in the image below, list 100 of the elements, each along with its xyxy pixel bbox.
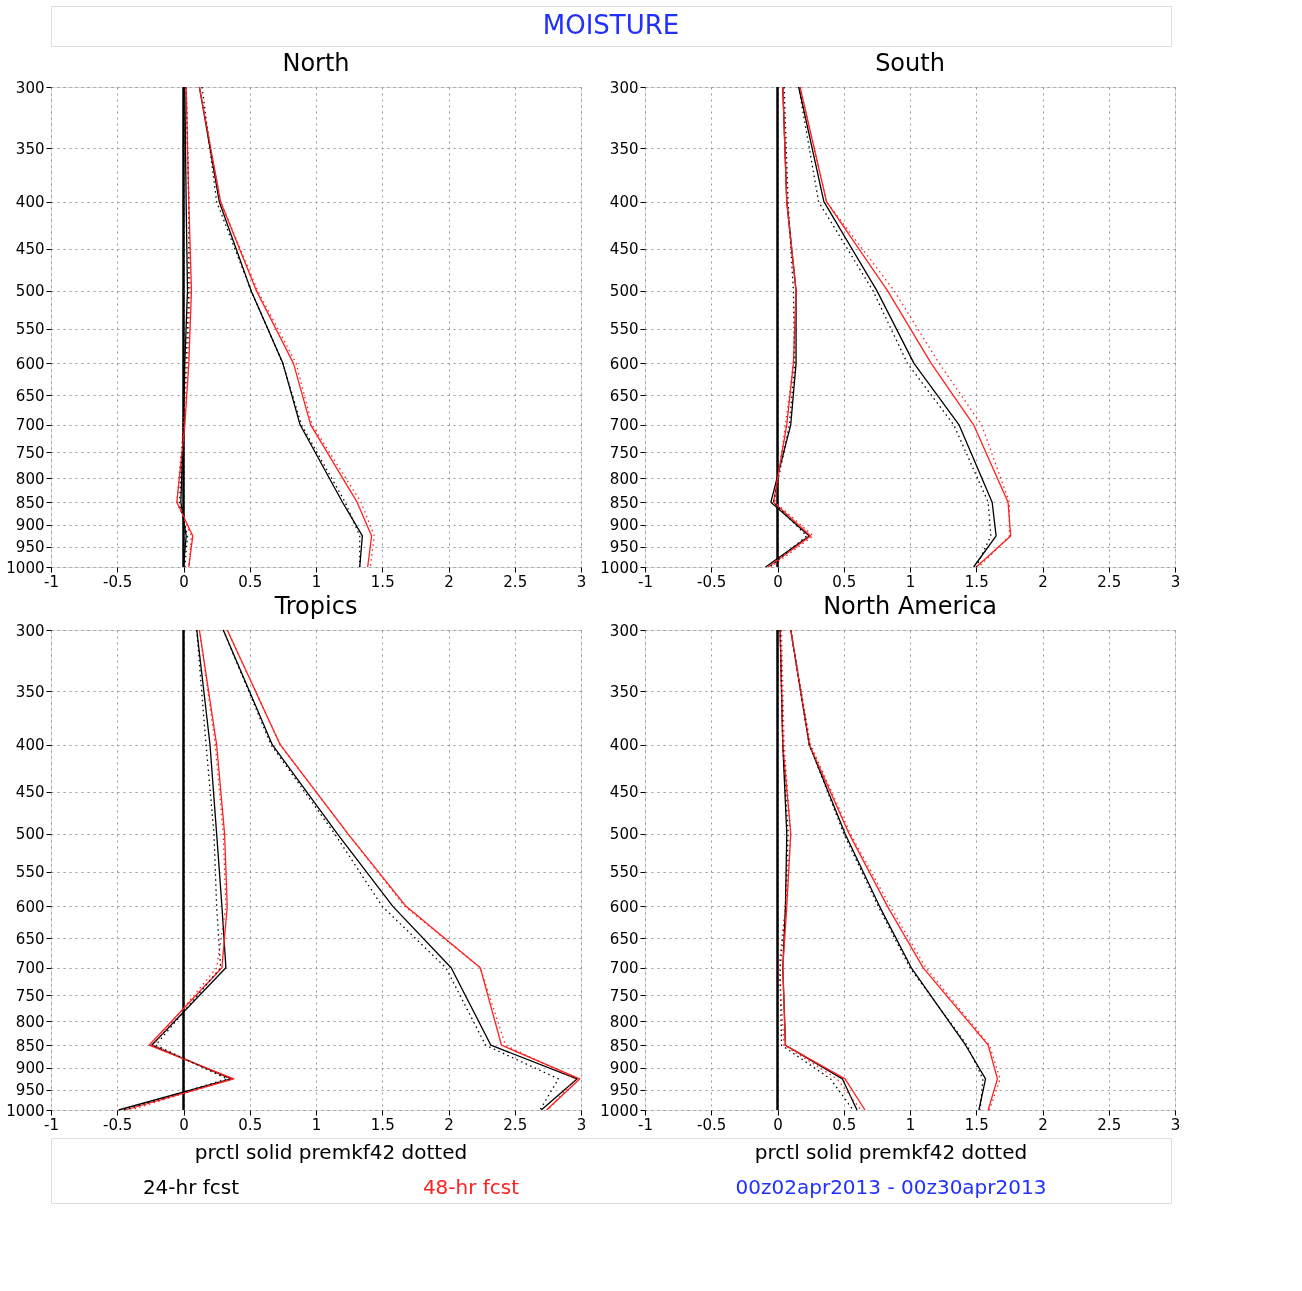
- x-tick-label: 1.5: [370, 1115, 395, 1134]
- y-tick-label: 650: [15, 386, 45, 405]
- x-tick-label: 2.5: [1097, 1115, 1122, 1134]
- x-tick-label: 2: [1038, 572, 1048, 591]
- chart-title: South: [875, 49, 945, 77]
- x-tick-label: 0.5: [832, 1115, 857, 1134]
- text: 48-hr fcst: [422, 1175, 520, 1199]
- y-tick-label: 400: [15, 193, 45, 212]
- y-tick-label: 850: [15, 1036, 45, 1055]
- y-tick-label: 950: [609, 538, 639, 557]
- x-tick-label: 2: [444, 572, 454, 591]
- x-tick-label: 3: [576, 572, 587, 591]
- y-tick-label: 450: [609, 240, 639, 259]
- y-tick-label: 350: [609, 139, 639, 158]
- y-tick-label: 650: [609, 929, 639, 948]
- y-tick-label: 900: [609, 1059, 639, 1078]
- y-tick-label: 750: [609, 986, 639, 1005]
- y-tick-label: 850: [609, 493, 639, 512]
- y-tick-label: 900: [609, 516, 639, 535]
- y-tick-label: 550: [609, 320, 639, 339]
- y-tick-label: 600: [15, 897, 45, 916]
- x-tick-label: 0: [179, 1115, 189, 1134]
- x-tick-label: -1: [638, 572, 653, 591]
- x-tick-label: 1: [905, 1115, 916, 1134]
- y-tick-label: 300: [609, 621, 639, 640]
- x-tick-label: -0.5: [103, 572, 133, 591]
- y-tick-label: 950: [15, 538, 45, 557]
- y-tick-label: 500: [609, 282, 639, 301]
- x-tick-label: -1: [44, 1115, 59, 1134]
- x-tick-label: 3: [1170, 1115, 1181, 1134]
- y-tick-label: 550: [15, 320, 45, 339]
- x-tick-label: 1.5: [964, 572, 989, 591]
- y-tick-label: 850: [609, 1036, 639, 1055]
- x-tick-label: 0.5: [832, 572, 857, 591]
- x-tick-label: 3: [1170, 572, 1181, 591]
- y-tick-label: 600: [609, 897, 639, 916]
- x-tick-label: 1.5: [370, 572, 395, 591]
- x-tick-label: -1: [44, 572, 59, 591]
- x-tick-label: 2.5: [503, 1115, 528, 1134]
- y-tick-label: 300: [15, 621, 45, 640]
- y-tick-label: 900: [15, 516, 45, 535]
- y-tick-label: 700: [609, 416, 639, 435]
- x-tick-label: 0: [773, 572, 783, 591]
- chart-title: Tropics: [273, 592, 358, 620]
- y-tick-label: 400: [609, 736, 639, 755]
- x-tick-label: 2.5: [1097, 572, 1122, 591]
- x-tick-label: 1: [311, 1115, 322, 1134]
- x-tick-label: 0: [179, 572, 189, 591]
- y-tick-label: 350: [609, 682, 639, 701]
- y-tick-label: 950: [609, 1081, 639, 1100]
- y-tick-label: 800: [609, 469, 639, 488]
- y-tick-label: 950: [15, 1081, 45, 1100]
- chart-title: North: [282, 49, 350, 77]
- text: prctl solid premkf42 dotted: [754, 1140, 1028, 1164]
- y-tick-label: 400: [15, 736, 45, 755]
- y-tick-label: 300: [15, 78, 45, 97]
- chart-title: North America: [823, 592, 997, 620]
- y-tick-label: 350: [15, 682, 45, 701]
- y-tick-label: 600: [15, 354, 45, 373]
- y-tick-label: 450: [15, 783, 45, 802]
- y-tick-label: 400: [609, 193, 639, 212]
- x-tick-label: 1: [905, 572, 916, 591]
- x-tick-label: 0.5: [238, 1115, 263, 1134]
- x-tick-label: -0.5: [697, 1115, 727, 1134]
- x-tick-label: 2: [1038, 1115, 1048, 1134]
- y-tick-label: 900: [15, 1059, 45, 1078]
- y-tick-label: 1000: [600, 558, 639, 577]
- x-tick-label: 1: [311, 572, 322, 591]
- y-tick-label: 800: [15, 469, 45, 488]
- y-tick-label: 600: [609, 354, 639, 373]
- y-tick-label: 800: [15, 1012, 45, 1031]
- y-tick-label: 750: [15, 986, 45, 1005]
- y-tick-label: 550: [15, 863, 45, 882]
- y-tick-label: 450: [609, 783, 639, 802]
- text: 00z02apr2013 - 00z30apr2013: [735, 1175, 1047, 1199]
- y-tick-label: 1000: [6, 558, 45, 577]
- y-tick-label: 350: [15, 139, 45, 158]
- x-tick-label: 3: [576, 1115, 587, 1134]
- y-tick-label: 450: [15, 240, 45, 259]
- x-tick-label: 0.5: [238, 572, 263, 591]
- x-tick-label: -0.5: [697, 572, 727, 591]
- y-tick-label: 750: [15, 443, 45, 462]
- text: prctl solid premkf42 dotted: [194, 1140, 468, 1164]
- y-tick-label: 700: [609, 959, 639, 978]
- y-tick-label: 800: [609, 1012, 639, 1031]
- y-tick-label: 300: [609, 78, 639, 97]
- text: MOISTURE: [542, 10, 680, 40]
- y-tick-label: 1000: [6, 1101, 45, 1120]
- text: 24-hr fcst: [142, 1175, 240, 1199]
- y-tick-label: 700: [15, 959, 45, 978]
- x-tick-label: 2: [444, 1115, 454, 1134]
- y-tick-label: 1000: [600, 1101, 639, 1120]
- y-tick-label: 650: [15, 929, 45, 948]
- y-tick-label: 650: [609, 386, 639, 405]
- y-tick-label: 500: [609, 825, 639, 844]
- y-tick-label: 550: [609, 863, 639, 882]
- y-tick-label: 500: [15, 282, 45, 301]
- y-tick-label: 750: [609, 443, 639, 462]
- x-tick-label: -0.5: [103, 1115, 133, 1134]
- x-tick-label: 1.5: [964, 1115, 989, 1134]
